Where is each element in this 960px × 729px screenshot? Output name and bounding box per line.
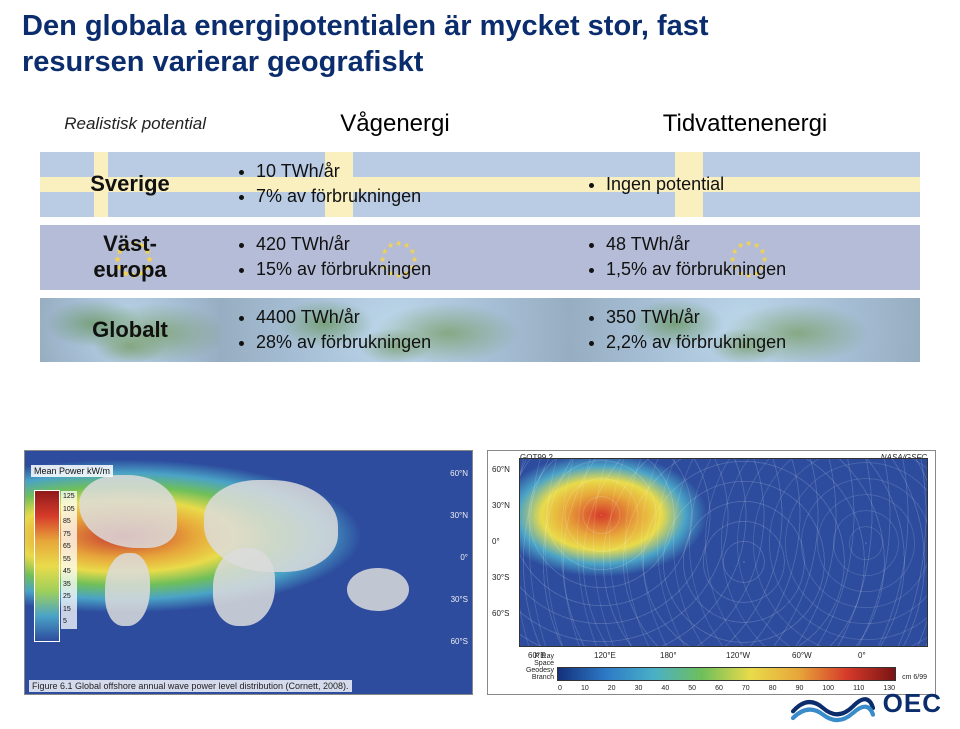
table-row: ★★★★★★★★★★★★Väst-europa★★★★★★★★★★★★420 T… bbox=[40, 221, 920, 294]
list-item: 48 TWh/år bbox=[606, 233, 906, 256]
y-tick: 60°S bbox=[492, 609, 509, 618]
row-label: Sverige bbox=[40, 148, 220, 221]
tide-cbar-unit: cm 6/99 bbox=[902, 674, 927, 681]
wave-legend-ticks: 12510585756555453525155 bbox=[61, 491, 77, 629]
tidal-map: GOT99.2 NASA/GSFC 60°N30°N0°30°S60°S 60°… bbox=[487, 450, 936, 695]
tide-cell: ★★★★★★★★★★★★48 TWh/år1,5% av förbrukning… bbox=[570, 221, 920, 294]
row-label: ★★★★★★★★★★★★Väst-europa bbox=[40, 221, 220, 294]
lat-label: 60°N bbox=[450, 469, 468, 478]
x-tick: 0° bbox=[858, 651, 866, 660]
lat-label: 0° bbox=[460, 553, 468, 562]
x-tick: 120°W bbox=[726, 651, 750, 660]
header-left: Realistisk potential bbox=[40, 100, 220, 148]
y-tick: 30°N bbox=[492, 501, 510, 510]
list-item: 7% av förbrukningen bbox=[256, 185, 556, 208]
x-tick: 60°W bbox=[792, 651, 812, 660]
table-row: Globalt4400 TWh/år28% av förbrukningen35… bbox=[40, 294, 920, 367]
list-item: 4400 TWh/år bbox=[256, 306, 556, 329]
tide-cell: 350 TWh/år2,2% av förbrukningen bbox=[570, 294, 920, 367]
tide-cell: Ingen potential bbox=[570, 148, 920, 221]
y-tick: 60°N bbox=[492, 465, 510, 474]
wave-logo-icon bbox=[791, 683, 875, 723]
list-item: 350 TWh/år bbox=[606, 306, 906, 329]
potential-table: Realistisk potential Vågenergi Tidvatten… bbox=[40, 100, 920, 366]
table-row: Sverige10 TWh/år7% av förbrukningenIngen… bbox=[40, 148, 920, 221]
list-item: 15% av förbrukningen bbox=[256, 258, 556, 281]
wave-map-caption: Figure 6.1 Global offshore annual wave p… bbox=[29, 680, 352, 692]
list-item: 10 TWh/år bbox=[256, 160, 556, 183]
row-label: Globalt bbox=[40, 294, 220, 367]
wave-cell: 4400 TWh/år28% av förbrukningen bbox=[220, 294, 570, 367]
wave-power-map: Mean Power kW/m 12510585756555453525155 … bbox=[24, 450, 473, 695]
tide-colorbar bbox=[558, 668, 895, 680]
list-item: Ingen potential bbox=[606, 173, 906, 196]
lat-label: 30°S bbox=[451, 595, 468, 604]
page-title: Den globala energipotentialen är mycket … bbox=[22, 8, 742, 81]
maps-row: Mean Power kW/m 12510585756555453525155 … bbox=[24, 450, 936, 695]
header-tide: Tidvattenenergi bbox=[570, 100, 920, 148]
y-tick: 30°S bbox=[492, 573, 509, 582]
list-item: 1,5% av förbrukningen bbox=[606, 258, 906, 281]
list-item: 2,2% av förbrukningen bbox=[606, 331, 906, 354]
logo-text: OEC bbox=[883, 688, 942, 719]
lat-label: 60°S bbox=[451, 637, 468, 646]
x-tick: 180° bbox=[660, 651, 677, 660]
wave-legend-title: Mean Power kW/m bbox=[31, 465, 113, 477]
wave-legend-bar bbox=[35, 491, 59, 641]
x-tick: 120°E bbox=[594, 651, 616, 660]
list-item: 420 TWh/år bbox=[256, 233, 556, 256]
tide-plot bbox=[520, 459, 927, 646]
wave-cell: ★★★★★★★★★★★★420 TWh/år15% av förbrukning… bbox=[220, 221, 570, 294]
tide-cbar-credit: R RaySpace Geodesy Branch bbox=[524, 653, 554, 681]
wave-cell: 10 TWh/år7% av förbrukningen bbox=[220, 148, 570, 221]
list-item: 28% av förbrukningen bbox=[256, 331, 556, 354]
lat-label: 30°N bbox=[450, 511, 468, 520]
header-wave: Vågenergi bbox=[220, 100, 570, 148]
company-logo: OEC bbox=[791, 683, 942, 723]
y-tick: 0° bbox=[492, 537, 500, 546]
